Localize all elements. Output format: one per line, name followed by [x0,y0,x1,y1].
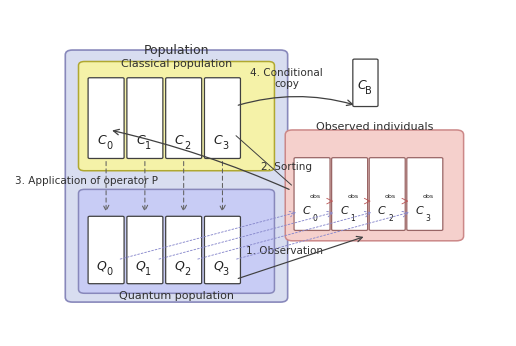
FancyBboxPatch shape [294,158,330,230]
FancyBboxPatch shape [78,62,275,171]
FancyBboxPatch shape [127,216,163,284]
Text: 1. Observation: 1. Observation [246,246,323,256]
Text: $C$: $C$ [415,203,425,216]
Text: obs: obs [310,194,321,199]
Text: $Q$: $Q$ [135,259,147,273]
Text: 1: 1 [145,267,151,277]
FancyBboxPatch shape [407,158,443,230]
FancyBboxPatch shape [78,189,275,293]
Text: 0: 0 [313,213,318,222]
Text: 3: 3 [426,213,430,222]
Text: B: B [365,85,372,95]
Text: obs: obs [347,194,359,199]
FancyBboxPatch shape [66,50,287,302]
Text: $C$: $C$ [97,134,107,147]
Text: 1: 1 [145,140,151,151]
Text: $Q$: $Q$ [174,259,185,273]
FancyBboxPatch shape [166,78,202,158]
Text: Observed individuals: Observed individuals [316,122,433,132]
Text: $C$: $C$ [377,203,387,216]
Text: 1: 1 [350,213,356,222]
Text: 2. Sorting: 2. Sorting [261,162,312,172]
Text: 3: 3 [223,267,229,277]
FancyBboxPatch shape [204,78,240,158]
Text: $C$: $C$ [213,134,224,147]
FancyBboxPatch shape [127,78,163,158]
Text: obs: obs [423,194,433,199]
Text: 2: 2 [184,140,190,151]
FancyBboxPatch shape [88,78,124,158]
Text: Classical population: Classical population [121,59,232,69]
Text: 0: 0 [106,267,112,277]
Text: Population: Population [144,44,209,57]
FancyBboxPatch shape [353,59,378,107]
Text: $Q$: $Q$ [213,259,224,273]
Text: 2: 2 [184,267,190,277]
Text: $C$: $C$ [340,203,349,216]
Text: 4. Conditional: 4. Conditional [250,69,323,79]
Text: $C$: $C$ [357,79,368,92]
Text: $C$: $C$ [136,134,147,147]
Text: 3. Application of operator P: 3. Application of operator P [15,176,158,186]
Text: 2: 2 [388,213,393,222]
Text: $Q$: $Q$ [96,259,108,273]
Text: Quantum population: Quantum population [119,291,234,301]
Text: $C$: $C$ [302,203,312,216]
FancyBboxPatch shape [332,158,367,230]
Text: obs: obs [385,194,396,199]
Text: $C$: $C$ [174,134,185,147]
Text: copy: copy [274,79,299,89]
FancyBboxPatch shape [166,216,202,284]
FancyBboxPatch shape [285,130,463,241]
FancyBboxPatch shape [204,216,240,284]
FancyBboxPatch shape [369,158,405,230]
Text: 0: 0 [106,140,112,151]
FancyBboxPatch shape [88,216,124,284]
Text: 3: 3 [223,140,229,151]
